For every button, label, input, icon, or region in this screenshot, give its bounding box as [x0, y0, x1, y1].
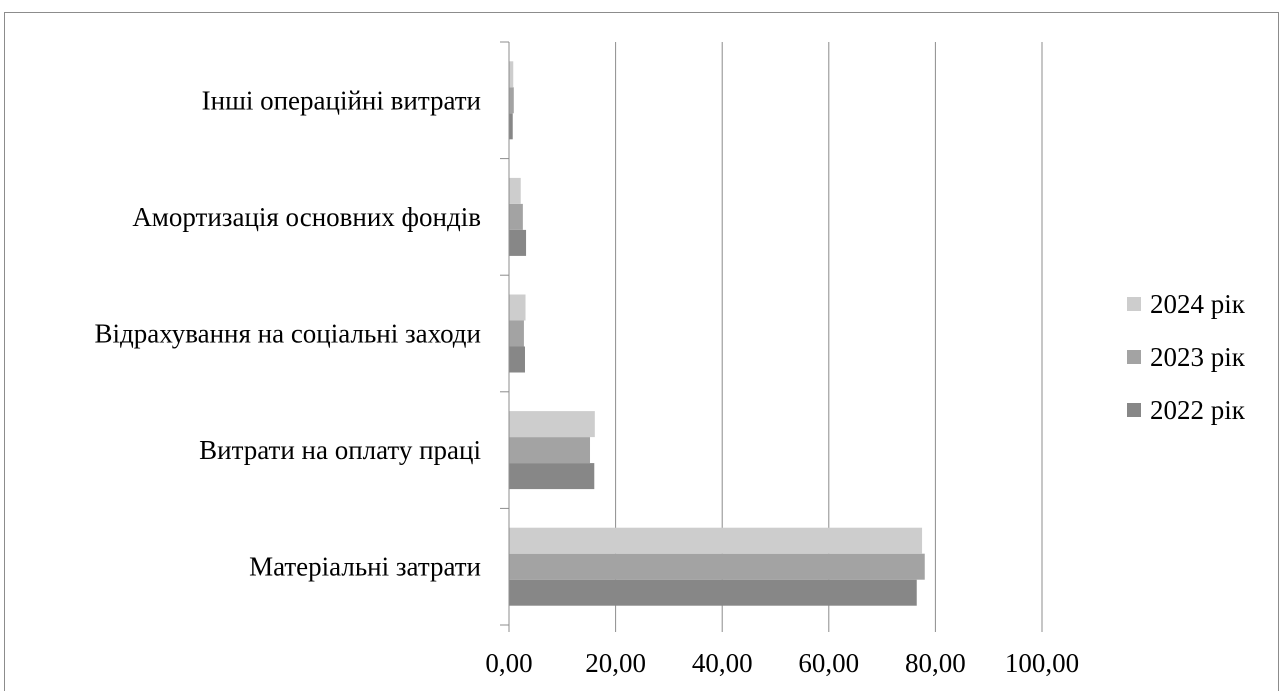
category-label: Інші операційні витрати — [202, 85, 481, 115]
bar — [509, 320, 524, 347]
legend-swatch — [1127, 297, 1141, 311]
bar — [509, 553, 925, 580]
x-tick-label: 40,00 — [692, 648, 753, 678]
category-labels: Матеріальні затрати Витрати на оплату пра… — [94, 85, 481, 581]
bar — [509, 203, 523, 230]
x-tick-label: 80,00 — [905, 648, 966, 678]
bar — [509, 527, 923, 554]
bar — [509, 463, 595, 490]
bar — [509, 294, 526, 321]
legend-label: 2023 рік — [1150, 342, 1246, 372]
bar — [509, 411, 595, 438]
axes — [500, 41, 510, 632]
legend-label: 2022 рік — [1150, 395, 1246, 425]
category-label: Відрахування на соціальні заходи — [94, 319, 481, 349]
legend-label: 2024 рік — [1150, 289, 1246, 319]
bar — [509, 229, 527, 256]
bar — [509, 437, 591, 464]
bar — [509, 177, 521, 204]
category-label: Амортизація основних фондів — [132, 202, 481, 232]
x-tick-labels: 0,00 20,00 40,00 60,00 80,00 100,00 — [485, 648, 1079, 678]
legend-swatch — [1127, 403, 1141, 417]
bar — [509, 113, 513, 140]
bar — [509, 61, 514, 88]
x-tick-label: 60,00 — [798, 648, 859, 678]
legend: 2024 рік 2023 рік 2022 рік — [1127, 289, 1246, 425]
bar — [509, 346, 525, 373]
bar — [509, 579, 917, 606]
chart-frame — [4, 12, 1279, 691]
category-label: Матеріальні затрати — [249, 552, 481, 582]
legend-swatch — [1127, 350, 1141, 364]
bars — [509, 61, 925, 606]
category-label: Витрати на оплату праці — [199, 435, 481, 465]
x-tick-label: 0,00 — [485, 648, 532, 678]
bar — [509, 87, 514, 114]
x-tick-label: 20,00 — [585, 648, 646, 678]
x-tick-label: 100,00 — [1005, 648, 1079, 678]
